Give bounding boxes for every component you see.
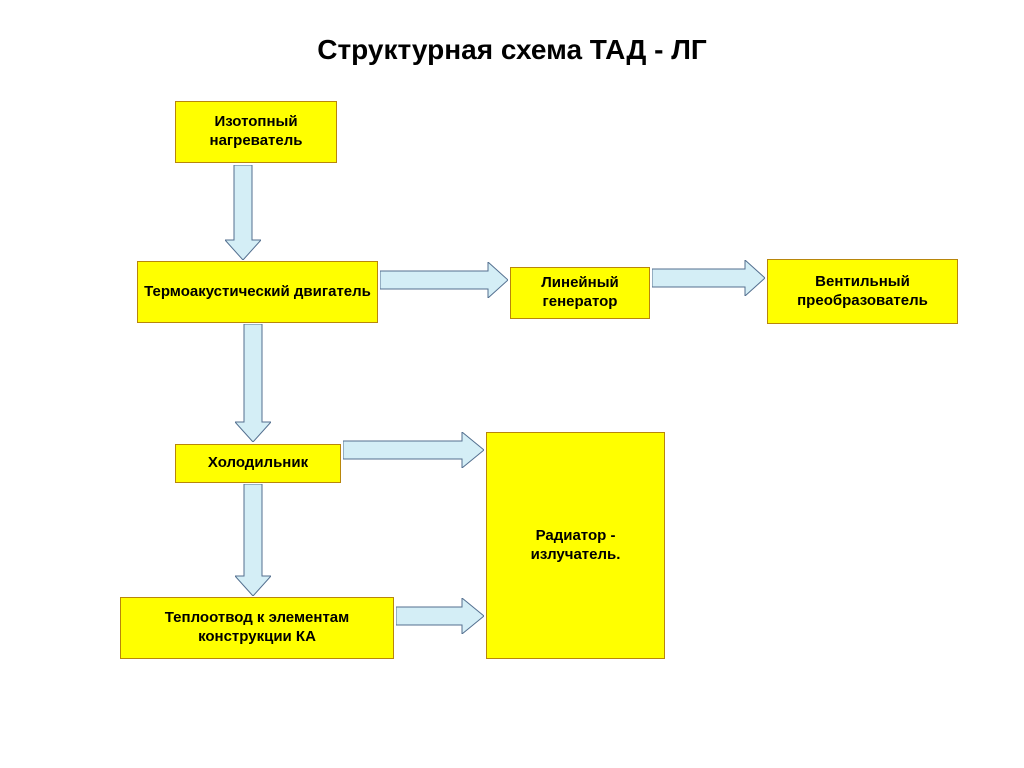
arrow-cooler-heatsink — [235, 484, 271, 596]
arrow-heater-engine — [225, 165, 261, 260]
node-heatsink: Теплоотвод к элементам конструкции КА — [120, 597, 394, 659]
node-valve: Вентильный преобразователь — [767, 259, 958, 324]
node-label: Радиатор - излучатель. — [493, 527, 658, 565]
node-label: Изотопный нагреватель — [182, 113, 330, 151]
node-label: Термоакустический двигатель — [144, 283, 371, 302]
arrow-engine-cooler — [235, 324, 271, 442]
node-label: Линейный генератор — [517, 274, 643, 312]
node-label: Вентильный преобразователь — [774, 273, 951, 311]
arrow-lingen-valve — [652, 260, 765, 296]
node-label: Холодильник — [208, 454, 308, 473]
node-engine: Термоакустический двигатель — [137, 261, 378, 323]
arrow-heatsink-radiator — [396, 598, 484, 634]
node-cooler: Холодильник — [175, 444, 341, 483]
node-heater: Изотопный нагреватель — [175, 101, 337, 163]
node-radiator: Радиатор - излучатель. — [486, 432, 665, 659]
node-lingen: Линейный генератор — [510, 267, 650, 319]
diagram-title: Структурная схема ТАД - ЛГ — [0, 34, 1024, 66]
node-label: Теплоотвод к элементам конструкции КА — [127, 609, 387, 647]
arrow-cooler-radiator — [343, 432, 484, 468]
arrow-engine-lingen — [380, 262, 508, 298]
